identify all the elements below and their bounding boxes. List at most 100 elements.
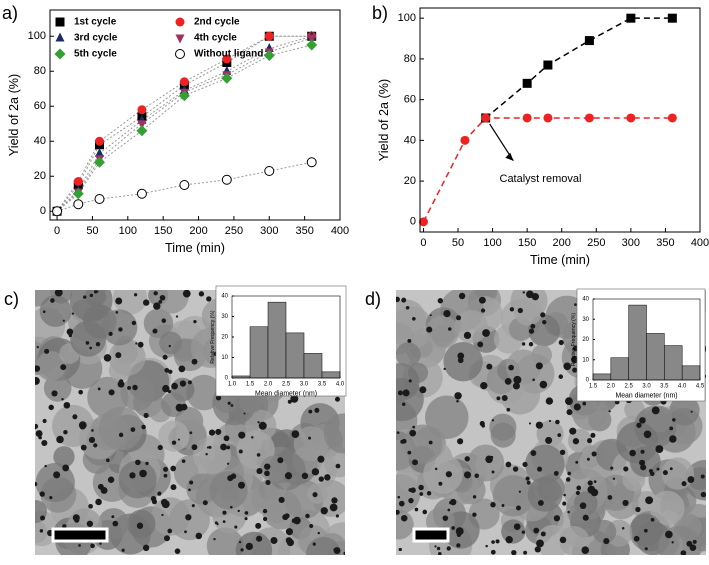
particles [396, 290, 706, 555]
nanoparticle [317, 531, 320, 535]
legend-marker [54, 48, 66, 60]
nanoparticle [407, 338, 412, 343]
histogram-bar [267, 301, 287, 379]
nanoparticle [74, 517, 80, 523]
nanoparticle [99, 542, 102, 545]
nanoparticle [51, 390, 58, 397]
nanoparticle [89, 293, 94, 298]
support-particle [35, 462, 75, 503]
nanoparticle [579, 502, 587, 510]
support-particle [396, 377, 424, 422]
nanoparticle [215, 395, 222, 401]
nanoparticle [522, 291, 526, 294]
nanoparticle [132, 384, 138, 391]
nanoparticle [335, 514, 339, 518]
marker [222, 54, 232, 64]
nanoparticle [451, 526, 455, 530]
nanoparticle [42, 418, 47, 424]
nanoparticle [650, 517, 655, 522]
nanoparticle [115, 297, 123, 305]
marker [73, 177, 83, 186]
marker [179, 77, 189, 87]
nanoparticle [318, 476, 325, 482]
nanoparticle [60, 364, 67, 371]
series-line [56, 37, 312, 212]
nanoparticle [334, 396, 340, 402]
marker [137, 105, 147, 115]
nanoparticle [78, 544, 81, 547]
x-tick-label: 3.0 [300, 382, 309, 388]
nanoparticle [331, 497, 338, 504]
nanoparticle [402, 389, 410, 397]
marker [418, 217, 428, 227]
nanoparticle [85, 341, 90, 345]
marker [94, 194, 105, 204]
marker [584, 36, 594, 46]
nanoparticle [571, 355, 579, 364]
nanoparticle [535, 362, 543, 370]
support-particle [661, 457, 695, 490]
support-particle [143, 308, 174, 338]
nanoparticle [587, 438, 593, 444]
nanoparticle [525, 476, 530, 481]
nanoparticle [563, 493, 566, 497]
nanoparticle [317, 455, 325, 463]
x-tick-label: 150 [518, 237, 536, 249]
marker [584, 113, 594, 123]
nanoparticle [182, 290, 191, 298]
nanoparticle [223, 435, 230, 442]
nanoparticle [700, 491, 706, 498]
nanoparticle [582, 401, 587, 406]
nanoparticle [62, 524, 67, 529]
nanoparticle [512, 382, 520, 390]
nanoparticle [636, 422, 642, 428]
nanoparticle [478, 296, 486, 304]
y-tick-label: 40 [34, 135, 46, 147]
nanoparticle [447, 508, 451, 512]
nanoparticle [181, 459, 186, 463]
nanoparticle [644, 528, 648, 533]
nanoparticle [501, 503, 505, 507]
nanoparticle [509, 307, 515, 312]
support-particle [206, 527, 244, 555]
nanoparticle [412, 459, 418, 466]
nanoparticle [291, 430, 300, 438]
support-particle [567, 428, 592, 453]
nanoparticle [505, 461, 512, 468]
nanoparticle [264, 470, 270, 477]
nanoparticle [482, 329, 490, 337]
nanoparticle [93, 443, 98, 448]
nanoparticle [437, 552, 442, 555]
nanoparticle [215, 428, 222, 435]
nanoparticle [78, 389, 84, 395]
nanoparticle [446, 546, 451, 551]
nanoparticle [480, 308, 486, 313]
nanoparticle [491, 419, 495, 422]
nanoparticle [537, 466, 543, 472]
y-tick-label: 60 [34, 100, 46, 112]
y-axis-title: Relative Frequency (%) [210, 310, 216, 364]
support-particle [403, 424, 443, 464]
nanoparticle [689, 544, 697, 552]
nanoparticle [205, 453, 208, 456]
series-line [56, 35, 312, 212]
nanoparticle [582, 514, 589, 521]
nanoparticle [227, 401, 231, 405]
y-tick-label: 60 [404, 94, 416, 106]
nanoparticle [90, 543, 95, 549]
y-tick-label: 30 [582, 317, 589, 323]
nanoparticle [53, 471, 61, 479]
nanoparticle [72, 414, 78, 420]
nanoparticle [208, 445, 212, 449]
nanoparticle [517, 307, 523, 314]
nanoparticle [244, 517, 248, 521]
nanoparticle [152, 328, 158, 334]
support-particle [118, 460, 157, 499]
nanoparticle [535, 421, 543, 429]
nanoparticle [103, 354, 112, 362]
nanoparticle [216, 523, 219, 526]
plot-frame [49, 9, 341, 221]
nanoparticle [191, 504, 195, 508]
nanoparticle [591, 451, 597, 457]
